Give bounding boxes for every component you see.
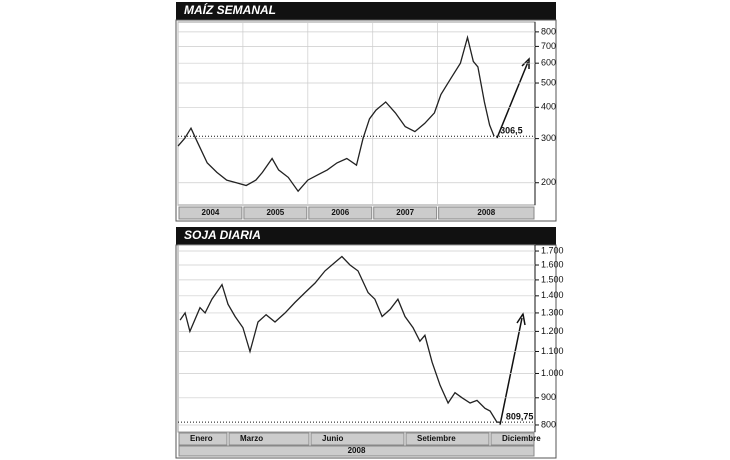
y-tick-label: 700 — [541, 41, 556, 51]
y-tick-label: 1.500 — [541, 274, 564, 284]
y-tick-label: 800 — [541, 419, 556, 429]
x-tick-label: 2007 — [396, 208, 414, 217]
arrow-head — [516, 312, 526, 326]
y-tick-label: 300 — [541, 133, 556, 143]
x-tick-label: Junio — [322, 434, 343, 443]
plot-area — [177, 21, 536, 206]
x-band — [308, 206, 373, 220]
y-tick-label: 1.100 — [541, 346, 564, 356]
x-band — [178, 445, 535, 457]
chart-title: SOJA DIARIA — [184, 228, 261, 242]
x-band — [405, 432, 490, 446]
chart-frame — [175, 19, 557, 222]
y-tick-label: 1.200 — [541, 326, 564, 336]
title-bar — [176, 2, 556, 20]
x-tick-label: 2005 — [266, 208, 284, 217]
reference-label: 809,75 — [506, 412, 534, 422]
x-tick-label: 2004 — [202, 208, 220, 217]
title-bar — [176, 227, 556, 245]
x-band — [310, 432, 405, 446]
y-tick-label: 1.600 — [541, 259, 564, 269]
y-tick-label: 500 — [541, 77, 556, 87]
price-line — [179, 255, 500, 423]
arrow — [499, 317, 523, 426]
reference-label: 306,5 — [500, 126, 523, 136]
chart-title: MAÍZ SEMANAL — [184, 2, 276, 17]
x-band — [438, 206, 535, 220]
y-tick-label: 200 — [541, 177, 556, 187]
x-band — [178, 432, 228, 446]
x-tick-label: 2006 — [331, 208, 349, 217]
arrow-head — [521, 57, 530, 69]
x-axis-label: 2008 — [348, 446, 366, 455]
arrow — [496, 61, 529, 139]
y-tick-label: 1.300 — [541, 307, 564, 317]
x-tick-label: 2008 — [477, 208, 495, 217]
x-band — [373, 206, 438, 220]
x-band — [490, 432, 535, 446]
y-tick-label: 800 — [541, 26, 556, 36]
x-band — [178, 206, 243, 220]
y-tick-label: 600 — [541, 58, 556, 68]
x-band — [243, 206, 308, 220]
x-tick-label: Diciembre — [502, 434, 541, 443]
y-tick-label: 400 — [541, 102, 556, 112]
y-tick-label: 1.400 — [541, 290, 564, 300]
x-tick-label: Enero — [190, 434, 213, 443]
y-tick-label: 1.700 — [541, 245, 564, 255]
y-tick-label: 1.000 — [541, 368, 564, 378]
price-line — [177, 34, 495, 193]
x-tick-label: Marzo — [240, 434, 263, 443]
y-tick-label: 900 — [541, 392, 556, 402]
x-band — [228, 432, 310, 446]
x-tick-label: Setiembre — [417, 434, 456, 443]
